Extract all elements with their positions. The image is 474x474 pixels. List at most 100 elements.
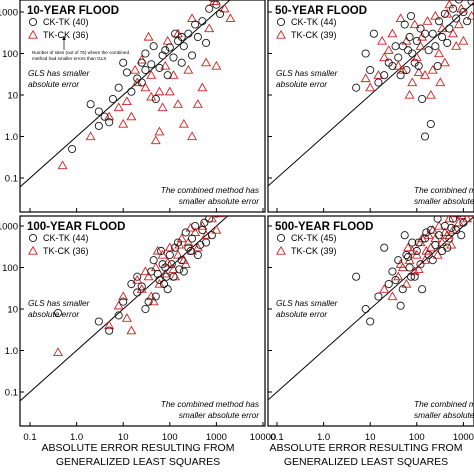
annotation-gls-smaller: absolute error (28, 79, 80, 89)
point-ck-tk (167, 260, 176, 269)
point-tk-ck (427, 64, 438, 74)
point-tk-ck (444, 0, 455, 9)
point-ck-tk (161, 46, 170, 55)
point-ck-tk (54, 308, 63, 318)
point-tk-ck (444, 216, 455, 223)
point-ck-tk (207, 231, 216, 240)
one-to-one-line (268, 1, 474, 187)
legend-count: (45) (321, 233, 337, 243)
point-ck-tk (186, 246, 195, 256)
point-ck-tk (151, 94, 160, 104)
point-tk-ck (164, 86, 175, 96)
point-ck-tk (155, 63, 164, 72)
point-ck-tk (171, 29, 180, 38)
point-ck-tk (352, 83, 361, 92)
point-ck-tk (404, 252, 413, 261)
point-tk-ck (413, 264, 424, 273)
point-tk-ck (197, 220, 208, 230)
panel-frame (267, 0, 474, 213)
point-tk-ck (211, 60, 222, 70)
point-ck-tk (369, 29, 378, 38)
point-tk-ck (206, 216, 217, 223)
point-tk-ck (118, 291, 129, 301)
point-tk-ck (395, 13, 406, 23)
point-ck-tk (380, 71, 389, 80)
point-tk-ck (434, 48, 445, 58)
one-to-one-line (20, 0, 231, 188)
point-tk-ck (130, 64, 141, 74)
point-ck-tk (404, 46, 413, 55)
point-tk-ck (453, 19, 464, 29)
point-ck-tk (187, 234, 197, 243)
legend-count: (40) (73, 17, 89, 27)
one-to-one-line (20, 216, 229, 402)
point-ck-tk (163, 285, 172, 294)
y-tick-label: 1000 (0, 8, 18, 19)
point-tk-ck (377, 35, 388, 45)
point-tk-ck (154, 278, 165, 288)
legend-label: TK-CK (36) (43, 246, 89, 256)
point-ck-tk (184, 29, 193, 38)
point-ck-tk (402, 65, 411, 75)
point-ck-tk (428, 256, 437, 265)
point-ck-tk (177, 58, 186, 67)
x-tick-label: 100 (409, 432, 425, 443)
point-tk-ck (417, 31, 428, 41)
point-ck-tk (100, 112, 109, 121)
point-tk-ck (387, 291, 398, 301)
point-ck-tk (196, 240, 205, 249)
point-ck-tk (422, 228, 431, 237)
y-tick-label: 100 (2, 49, 18, 60)
point-ck-tk (391, 42, 400, 51)
point-ck-tk (216, 9, 225, 18)
annotation-gls-smaller: absolute error (28, 309, 80, 319)
panel-title: 100-YEAR FLOOD (27, 221, 125, 233)
point-ck-tk (449, 4, 458, 13)
legend-count: (39) (321, 246, 337, 256)
point-ck-tk (426, 225, 435, 235)
point-ck-tk (114, 83, 123, 92)
annotation-combined-smaller: The combined method (414, 399, 474, 409)
point-tk-ck (160, 60, 171, 70)
annotation-combined-smaller: smaller absolute error (414, 196, 474, 206)
annotation-gls-smaller: absolute error (276, 79, 328, 89)
point-ck-tk (400, 20, 409, 29)
point-ck-tk (445, 234, 454, 243)
annotation-note: method had smaller errors than GLS (32, 56, 106, 61)
point-tk-ck (215, 216, 226, 218)
point-tk-ck (437, 237, 448, 247)
point-ck-tk (159, 279, 169, 289)
panel-frame (19, 215, 266, 427)
point-ck-tk (169, 53, 178, 62)
point-tk-ck (211, 224, 222, 234)
point-ck-tk (171, 243, 180, 252)
point-ck-tk (396, 71, 405, 80)
point-ck-tk (449, 216, 458, 223)
point-tk-ck (407, 77, 418, 87)
point-tk-ck (456, 216, 467, 220)
point-ck-tk (94, 107, 103, 116)
point-ck-tk (440, 9, 449, 18)
point-tk-ck (409, 266, 420, 276)
point-tk-ck (404, 255, 415, 264)
point-tk-ck (146, 70, 157, 79)
point-tk-ck (173, 99, 183, 108)
point-tk-ck (409, 19, 420, 29)
point-tk-ck (411, 52, 422, 62)
one-to-one-line (268, 216, 474, 401)
point-tk-ck (219, 3, 230, 13)
panel-frame (19, 0, 266, 213)
point-ck-tk (105, 118, 114, 127)
point-ck-tk (191, 20, 200, 29)
point-tk-ck (104, 111, 115, 121)
point-ck-tk (137, 58, 146, 67)
point-ck-tk (452, 14, 461, 23)
point-ck-tk (433, 216, 442, 223)
point-tk-ck (187, 13, 198, 23)
point-ck-tk (384, 279, 393, 289)
legend-label: TK-CK (39) (291, 246, 337, 256)
point-ck-tk (443, 38, 452, 47)
point-ck-tk (133, 272, 142, 281)
legend-marker-tk-ck (28, 29, 38, 39)
